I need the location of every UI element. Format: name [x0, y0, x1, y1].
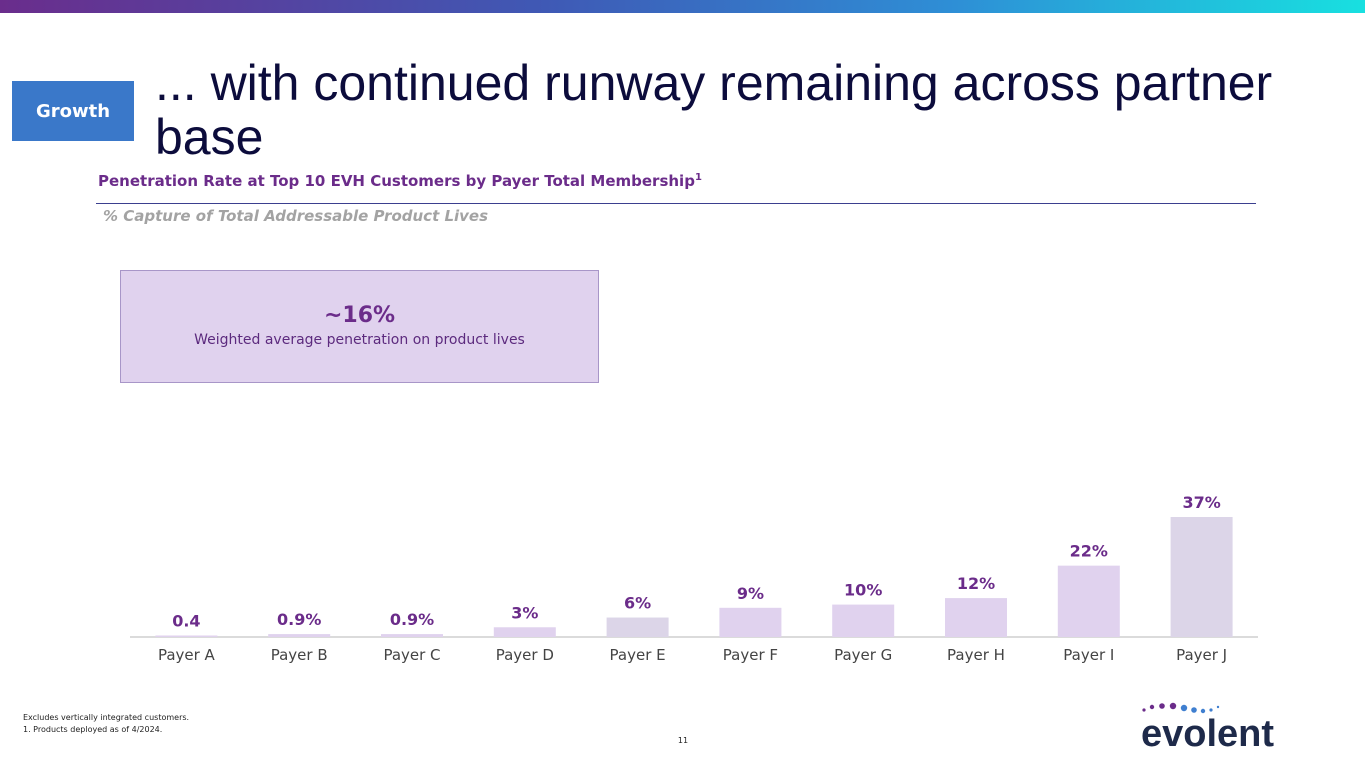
bar-payer-b: [268, 634, 331, 637]
bar-payer-h: [945, 598, 1007, 637]
footnote-marker: 1: [694, 172, 702, 183]
category-label: Payer G: [834, 646, 892, 664]
data-label: 37%: [1182, 493, 1220, 512]
bar-payer-g: [832, 604, 895, 637]
chart-caption: % Capture of Total Addressable Product L…: [103, 207, 489, 225]
section-badge: Growth: [12, 81, 134, 141]
chart-subtitle-text: Penetration Rate at Top 10 EVH Customers…: [98, 172, 695, 190]
logo-dots-icon: [1142, 702, 1220, 714]
data-label: 22%: [1070, 542, 1108, 561]
bar-payer-j: [1170, 517, 1233, 637]
bar-payer-a: [155, 635, 218, 637]
bar-payer-i: [1057, 565, 1120, 637]
bar-payer-d: [493, 627, 556, 637]
page-title: ... with continued runway remaining acro…: [155, 55, 1273, 165]
data-label: 10%: [844, 581, 882, 600]
category-label: Payer I: [1063, 646, 1114, 664]
category-label: Payer B: [271, 646, 328, 664]
logo-wordmark: evolent: [1141, 713, 1274, 755]
category-label: Payer E: [610, 646, 666, 664]
chart-subtitle: Penetration Rate at Top 10 EVH Customers…: [98, 172, 702, 190]
bar-payer-e: [606, 617, 669, 637]
top-gradient-bar: [0, 0, 1365, 13]
category-label: Payer A: [158, 646, 216, 664]
callout-box: ~16% Weighted average penetration on pro…: [120, 270, 599, 383]
evolent-logo: evolent: [1141, 702, 1274, 755]
footnotes: Excludes vertically integrated customers…: [23, 712, 189, 736]
data-label: 9%: [737, 584, 764, 603]
divider: [96, 203, 1256, 204]
callout-value: ~16%: [323, 303, 396, 328]
category-label: Payer C: [383, 646, 440, 664]
bar-payer-f: [719, 607, 782, 637]
footnote-line: Excludes vertically integrated customers…: [23, 713, 190, 722]
bar-payer-c: [381, 634, 443, 637]
page-number: 11: [677, 736, 689, 745]
callout-description: Weighted average penetration on product …: [194, 332, 525, 348]
data-label: 6%: [624, 594, 651, 613]
category-label: Payer D: [496, 646, 554, 664]
data-label: 0.9%: [390, 610, 434, 629]
data-label: 0.9%: [277, 610, 321, 629]
data-label: 12%: [957, 574, 995, 593]
data-label: 0.4: [172, 612, 200, 631]
footnote-line: 1. Products deployed as of 4/2024.: [23, 725, 163, 734]
data-label: 3%: [511, 603, 538, 622]
category-label: Payer J: [1176, 646, 1227, 664]
category-label: Payer F: [723, 646, 778, 664]
category-label: Payer H: [947, 646, 1005, 664]
